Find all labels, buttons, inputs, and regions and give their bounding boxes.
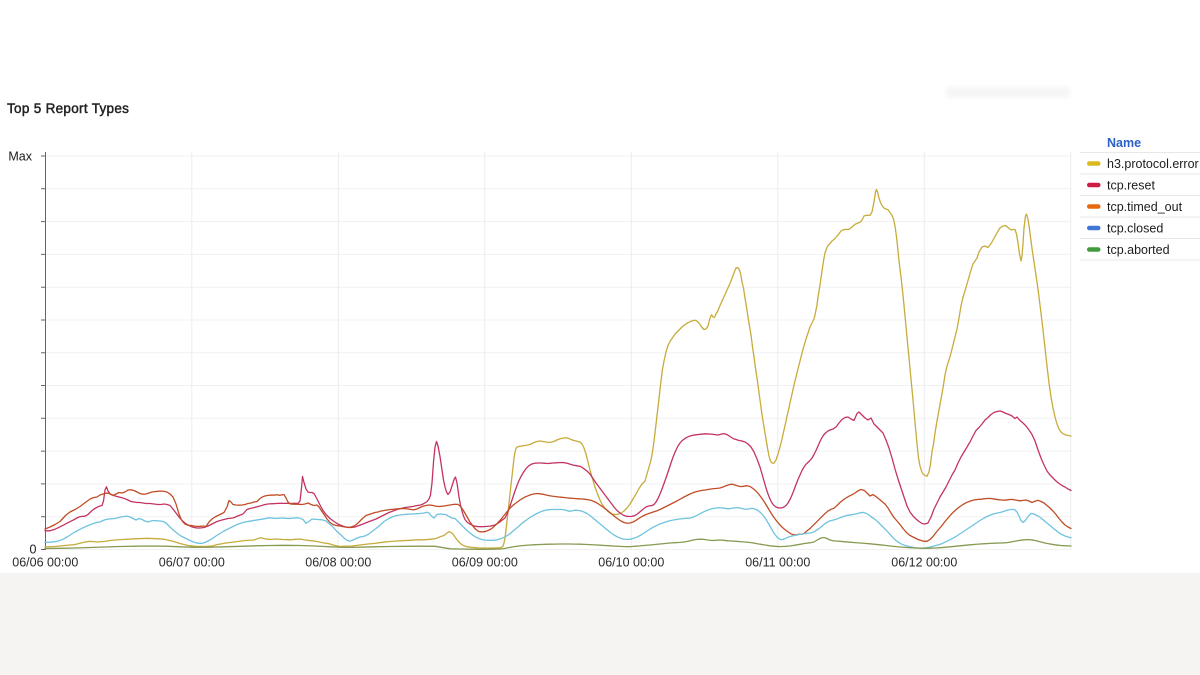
svg-text:tcp.timed_out: tcp.timed_out <box>1107 200 1183 214</box>
svg-text:h3.protocol.error: h3.protocol.error <box>1107 157 1199 171</box>
svg-text:06/06 00:00: 06/06 00:00 <box>12 556 78 570</box>
svg-text:06/10 00:00: 06/10 00:00 <box>598 556 664 570</box>
svg-text:0: 0 <box>30 543 37 557</box>
svg-text:Name: Name <box>1107 136 1141 150</box>
svg-text:06/09 00:00: 06/09 00:00 <box>452 556 518 570</box>
svg-text:tcp.reset: tcp.reset <box>1107 178 1155 192</box>
svg-text:06/12 00:00: 06/12 00:00 <box>891 556 957 570</box>
svg-text:tcp.aborted: tcp.aborted <box>1107 243 1170 257</box>
svg-text:Max: Max <box>8 150 32 164</box>
svg-text:06/11 00:00: 06/11 00:00 <box>745 556 810 570</box>
svg-text:06/07 00:00: 06/07 00:00 <box>159 556 225 570</box>
svg-text:tcp.closed: tcp.closed <box>1107 221 1163 235</box>
svg-text:06/08 00:00: 06/08 00:00 <box>305 556 371 570</box>
